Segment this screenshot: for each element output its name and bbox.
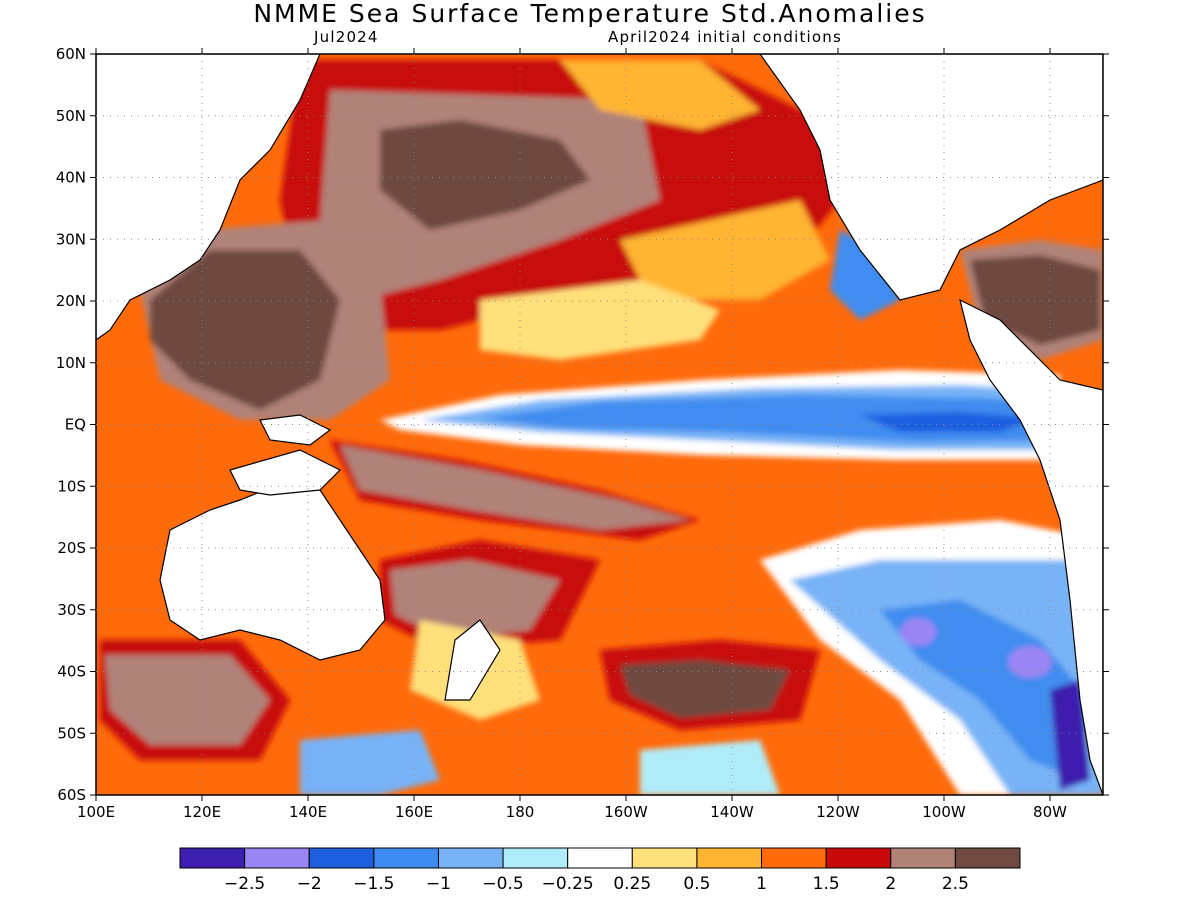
colorbar-swatch [890,847,956,869]
colorbar-swatch [502,847,569,869]
lon-label: 140W [710,803,754,821]
lon-label: 80W [1033,803,1067,821]
graticule-grid [90,48,1109,801]
lat-label: 60N [56,45,86,63]
colorbar-label: −1 [426,874,451,894]
colorbar-label: 1 [756,874,767,894]
lat-label: 10S [57,477,86,495]
lon-label: 120E [183,803,221,821]
anomaly-field [96,54,1103,795]
colorbar-swatch [179,847,246,869]
lat-label: 50N [56,107,86,125]
colorbar-label: −1.5 [353,874,394,894]
lat-label: 30S [57,601,86,619]
colorbar-label: 1.5 [813,874,840,894]
map-title: NMME Sea Surface Temperature Std.Anomali… [253,0,927,28]
colorbar-label: −0.5 [482,874,523,894]
colorbar-label: 0.5 [683,874,710,894]
lon-label: 100W [922,803,966,821]
lat-label: 20S [57,539,86,557]
colorbar-swatch [696,847,763,869]
longitude-labels: 100E 120E 140E 160E 180 160W 140W 120W 100W 80W [77,803,1067,821]
lat-label: 30N [56,230,86,248]
colorbar-swatch [567,847,633,869]
initial-conditions-label: April2024 initial conditions [608,28,843,46]
lon-label: 120W [816,803,860,821]
colorbar: −2.5 −2 −1.5 −1 −0.5 −0.25 0.25 0.5 1 1.5 2 2.5 [179,847,1021,894]
colorbar-label: 0.25 [613,874,651,894]
lat-label: 50S [57,724,86,742]
latitude-labels: 60N 50N 40N 30N 20N 10N EQ 10S 20S 30S 40S 50S 60S [56,45,86,804]
colorbar-swatch [954,847,1021,869]
colorbar-swatch [631,847,698,869]
lon-label: 140E [289,803,327,821]
colorbar-swatch [437,847,504,869]
lat-label: 20N [56,292,86,310]
colorbar-label: 2 [885,874,896,894]
colorbar-swatch [244,847,310,869]
lon-label: 180 [506,803,535,821]
colorbar-swatch [761,847,827,869]
lat-label: 10N [56,354,86,372]
colorbar-label: 2.5 [942,874,969,894]
lat-label: EQ [65,416,86,434]
lat-label: 40S [57,663,86,681]
lat-label: 40N [56,169,86,187]
lon-label: 160W [604,803,648,821]
colorbar-swatch [308,847,375,869]
colorbar-label: −0.25 [542,874,594,894]
lon-label: 160E [395,803,433,821]
colorbar-label: −2 [297,874,322,894]
colorbar-swatch [373,847,439,869]
lat-label: 60S [57,786,86,804]
target-month-label: Jul2024 [314,28,379,46]
colorbar-label: −2.5 [224,874,265,894]
colorbar-swatch [825,847,892,869]
lon-label: 100E [77,803,115,821]
